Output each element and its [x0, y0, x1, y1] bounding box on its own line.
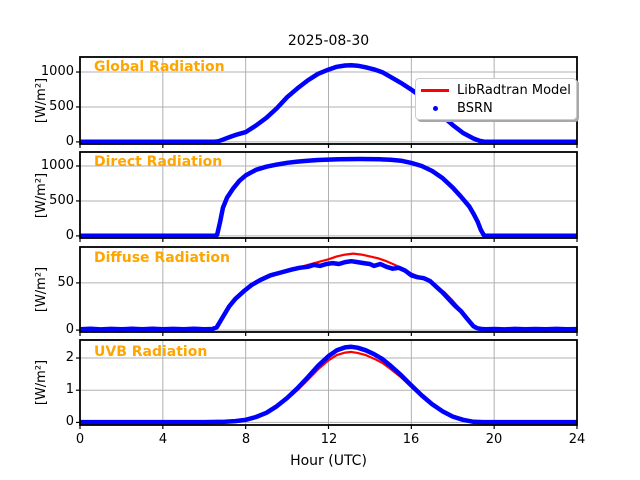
y-tick-label: 0	[65, 414, 74, 429]
x-tick-label: 12	[320, 432, 338, 447]
x-axis-label: Hour (UTC)	[290, 453, 367, 469]
x-tick-label: 16	[402, 432, 420, 447]
legend: LibRadtran Model BSRN	[415, 78, 577, 120]
y-tick-label: 0	[65, 322, 74, 337]
x-tick-label: 8	[241, 432, 251, 447]
legend-label-bsrn: BSRN	[457, 100, 493, 116]
panel-label-direct: Direct Radiation	[94, 154, 223, 170]
x-tick-label: 0	[75, 432, 85, 447]
panel-label-uvb: UVB Radiation	[94, 344, 208, 360]
y-tick-label: 0	[65, 228, 74, 243]
chart-title: 2025-08-30	[287, 33, 370, 49]
legend-entry-model: LibRadtran Model	[420, 82, 572, 99]
y-tick-label: 500	[49, 193, 74, 208]
y-tick-label: 1000	[40, 158, 74, 173]
y-tick-label: 1	[65, 382, 74, 397]
bsrn-dot-icon	[420, 105, 450, 111]
legend-entry-bsrn: BSRN	[420, 100, 572, 117]
y-tick-label: 500	[49, 99, 74, 114]
y-tick-label: 50	[57, 275, 74, 290]
x-tick-label: 20	[485, 432, 503, 447]
x-tick-label: 24	[568, 432, 586, 447]
x-tick-label: 4	[158, 432, 168, 447]
y-tick-label: 1000	[40, 64, 74, 79]
legend-label-model: LibRadtran Model	[457, 82, 571, 98]
y-tick-label: 0	[65, 134, 74, 149]
y-tick-label: 2	[65, 350, 74, 365]
model-line-icon	[420, 88, 450, 92]
panel-label-global: Global Radiation	[94, 59, 225, 75]
panel-label-diffuse: Diffuse Radiation	[94, 250, 231, 266]
